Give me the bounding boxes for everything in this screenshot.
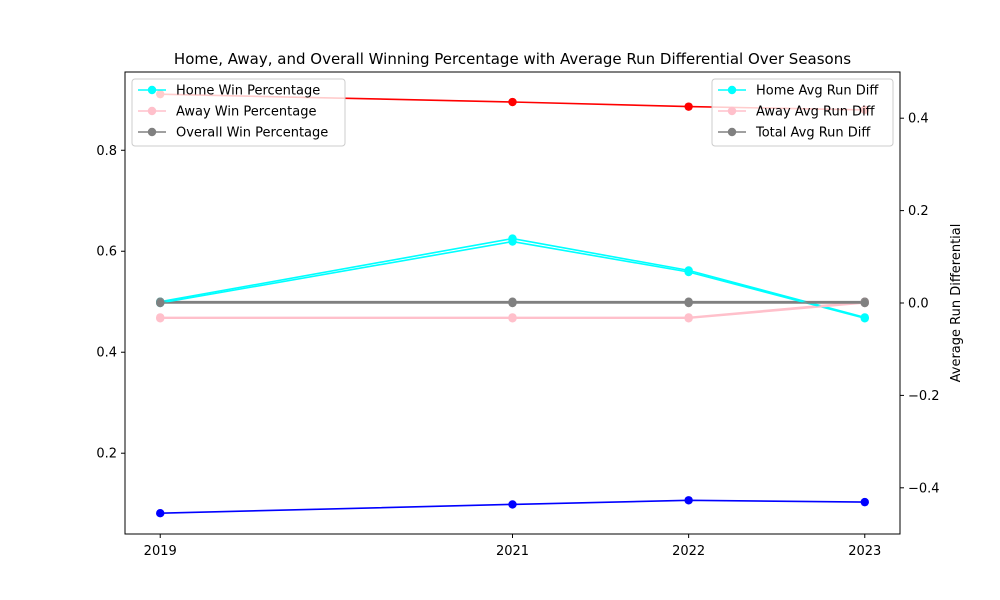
right-y-tick-label: 0.0 <box>908 297 929 312</box>
legend-label: Total Avg Run Diff <box>755 126 871 141</box>
home-avg-run-diff-point <box>508 237 517 246</box>
series-home-avg-run-diff <box>156 237 869 323</box>
right-series-8-point <box>684 496 693 505</box>
total-avg-run-diff-point <box>684 298 693 308</box>
legend-label: Home Avg Run Diff <box>756 84 879 99</box>
total-avg-run-diff-point <box>860 298 869 308</box>
right-series-8-line <box>160 499 865 514</box>
legend-entry-overall-win-percentage: Overall Win Percentage <box>138 126 328 141</box>
legend-box <box>711 78 894 147</box>
x-tick-label: 2022 <box>672 544 705 559</box>
legend-marker <box>147 85 157 95</box>
axis-ticks: 2019 2021 2022 2023 0.2 0.4 0.6 0.8 −0.4 −0.2 0.0 0… <box>96 112 939 559</box>
x-tick-label: 2021 <box>496 544 529 559</box>
left-y-tick-label: 0.4 <box>96 346 117 361</box>
legend-entry-home-win-percentage: Home Win Percentage <box>138 84 320 99</box>
away-avg-run-diff-line <box>160 302 865 320</box>
legend-label: Home Win Percentage <box>176 84 320 99</box>
total-avg-run-diff-point <box>508 298 517 308</box>
right-y-tick-label: −0.4 <box>908 481 940 496</box>
x-tick-label: 2023 <box>848 544 881 559</box>
away-avg-run-diff-point <box>508 314 517 323</box>
plot-area <box>156 89 869 518</box>
legend-box <box>131 78 346 147</box>
right-series-8-point <box>156 509 165 518</box>
series-total-avg-run-diff <box>156 298 869 308</box>
right-series-8-point <box>860 497 869 507</box>
left-y-tick-label: 0.8 <box>96 144 117 159</box>
left-y-tick-label: 0.2 <box>96 447 117 462</box>
home-avg-run-diff-point <box>860 314 869 323</box>
right-y-tick-label: −0.2 <box>908 389 940 404</box>
legend-marker <box>727 85 737 95</box>
legend-entry-home-avg-run-diff: Home Avg Run Diff <box>718 84 879 99</box>
legend-top-right: Home Avg Run Diff Away Avg Run Diff Total … <box>711 78 894 147</box>
legend-marker <box>727 106 737 116</box>
right-series-7-point <box>508 97 517 107</box>
total-avg-run-diff-point <box>156 298 165 308</box>
home-avg-run-diff-line <box>160 240 866 319</box>
away-avg-run-diff-point <box>684 314 693 323</box>
legend-marker <box>147 106 157 116</box>
legend-label: Away Avg Run Diff <box>756 105 876 120</box>
legend-entry-away-win-percentage: Away Win Percentage <box>138 105 316 120</box>
legend-marker <box>727 127 737 137</box>
x-tick-label: 2019 <box>144 544 177 559</box>
chart-title: Home, Away, and Overall Winning Percenta… <box>174 50 851 68</box>
legend-entry-away-avg-run-diff: Away Avg Run Diff <box>718 105 876 120</box>
left-y-tick-label: 0.6 <box>96 245 117 260</box>
away-avg-run-diff-point <box>156 314 165 323</box>
right-series-8-point <box>508 500 517 509</box>
home-win-percentage-line <box>160 237 866 319</box>
right-series-7-point <box>684 102 693 111</box>
home-avg-run-diff-point <box>684 267 693 277</box>
legends: Home Win Percentage Away Win Percentage Ov… <box>131 78 894 147</box>
legend-marker <box>147 127 157 137</box>
legend-label: Away Win Percentage <box>176 105 316 120</box>
right-axis-label: Average Run Differential <box>949 224 964 383</box>
right-y-tick-label: 0.2 <box>908 204 929 219</box>
right-y-tick-label: 0.4 <box>908 112 929 127</box>
away-win-percentage-line <box>160 300 865 319</box>
legend-top-left: Home Win Percentage Away Win Percentage Ov… <box>131 78 346 147</box>
series-right-series-8 <box>156 496 869 518</box>
legend-label: Overall Win Percentage <box>176 126 328 141</box>
legend-entry-total-avg-run-diff: Total Avg Run Diff <box>718 126 871 141</box>
